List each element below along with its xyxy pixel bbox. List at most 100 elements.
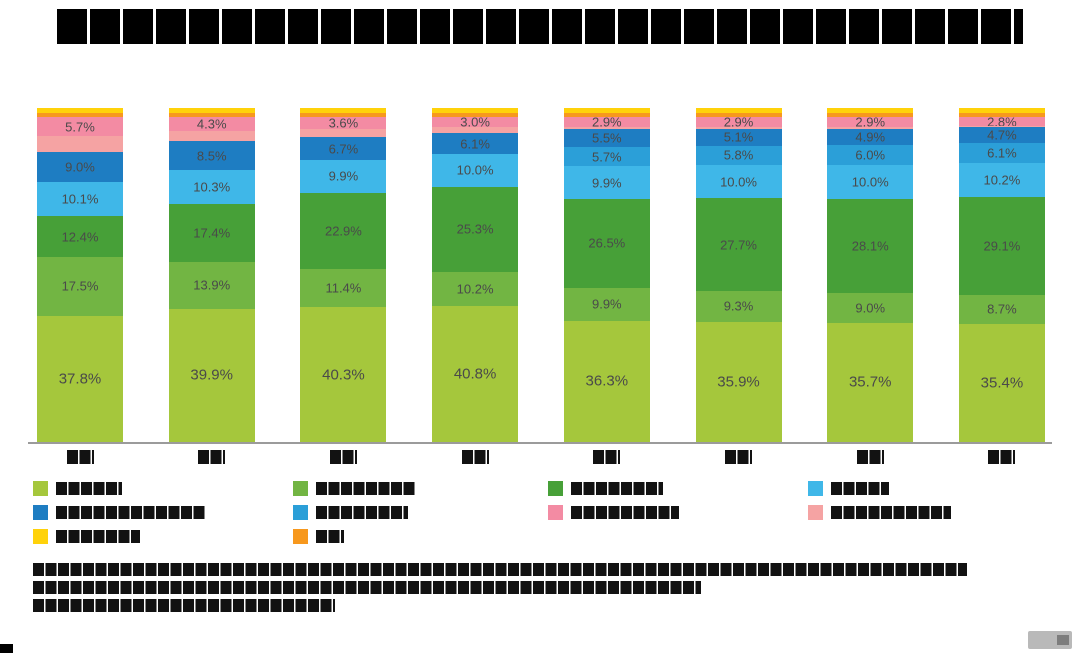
segment-value-label: 3.6% <box>328 115 359 131</box>
legend-swatch-cyan <box>808 481 823 496</box>
segment-value-label: 40.8% <box>453 365 497 383</box>
legend-swatch-orange <box>293 529 308 544</box>
segment-value-label: 8.5% <box>196 148 227 164</box>
segment-medgreen: 10.2% <box>432 271 519 306</box>
segment-salmon <box>432 127 519 134</box>
x-tick-1 <box>37 450 123 464</box>
legend-item-lightgreen <box>33 480 293 497</box>
corner-mark <box>0 644 13 653</box>
segment-value-label: 17.5% <box>61 278 99 294</box>
x-axis-label-redacted <box>461 450 489 464</box>
segment-value-label: 2.9% <box>723 114 754 130</box>
legend-swatch-darkblue <box>33 505 48 520</box>
watermark-logo <box>1028 631 1072 649</box>
segment-pink: 2.8% <box>958 114 1045 130</box>
segment-medgreen: 13.9% <box>168 262 255 309</box>
segment-value-label: 28.1% <box>851 238 889 254</box>
segment-value-label: 2.8% <box>987 114 1017 130</box>
segment-yellow <box>827 108 914 113</box>
legend-column <box>808 480 951 552</box>
x-tick-4 <box>432 450 518 464</box>
legend-swatch-pink <box>548 505 563 520</box>
legend-item-cyan <box>808 480 951 497</box>
x-tick-3 <box>300 450 386 464</box>
segment-value-label: 10.0% <box>851 174 889 190</box>
segment-darkblue: 4.7% <box>958 127 1045 144</box>
segment-yellow <box>168 108 255 113</box>
segment-yellow <box>300 108 387 113</box>
segment-value-label: 25.3% <box>456 221 494 237</box>
chart-legend <box>33 480 951 552</box>
segment-darkblue: 6.7% <box>300 137 387 160</box>
segment-value-label: 17.4% <box>193 225 231 241</box>
segment-pink: 2.9% <box>827 115 914 128</box>
segment-value-label: 4.3% <box>196 116 227 132</box>
segment-blue2: 5.7% <box>563 147 650 167</box>
segment-darkblue: 9.0% <box>37 152 123 183</box>
segment-value-label: 29.1% <box>983 238 1021 254</box>
bar-column-3: 3.6% 6.7% 9.9% 22.9% 11.4% 40.3% <box>300 108 387 442</box>
legend-swatch-lightgreen <box>33 481 48 496</box>
segment-cyan: 10.0% <box>827 165 914 199</box>
segment-orange <box>300 112 387 117</box>
segment-pink: 2.9% <box>695 114 782 130</box>
segment-darkgreen: 25.3% <box>432 187 519 272</box>
segment-value-label: 35.7% <box>848 373 892 391</box>
segment-value-label: 10.2% <box>456 281 494 297</box>
legend-label-redacted <box>831 506 951 519</box>
legend-swatch-blue2 <box>293 505 308 520</box>
segment-value-label: 5.8% <box>723 147 754 163</box>
x-axis-label-redacted <box>66 450 94 464</box>
segment-value-label: 9.9% <box>591 175 622 191</box>
segment-cyan: 10.0% <box>695 165 782 199</box>
segment-value-label: 9.3% <box>723 298 754 314</box>
legend-column <box>293 480 548 552</box>
segment-cyan: 10.3% <box>168 169 255 205</box>
segment-value-label: 13.9% <box>193 277 231 293</box>
bars-plot-area: 5.7% 9.0% 10.1% 12.4% 17.5% 37.8% 4.3% 8.5% 10.3… <box>37 108 1045 442</box>
footnote-line-redacted <box>33 599 335 612</box>
x-tick-5 <box>564 450 650 464</box>
footnote-line-redacted <box>33 581 701 594</box>
segment-value-label: 10.2% <box>983 172 1021 188</box>
segment-value-label: 27.7% <box>720 237 757 253</box>
segment-value-label: 4.7% <box>987 127 1017 143</box>
segment-value-label: 5.7% <box>65 119 95 135</box>
legend-label-redacted <box>56 530 140 543</box>
x-tick-6 <box>696 450 782 464</box>
segment-value-label: 36.3% <box>585 372 629 390</box>
segment-value-label: 2.9% <box>591 114 622 130</box>
segment-value-label: 39.9% <box>190 366 233 384</box>
segment-darkgreen: 27.7% <box>695 198 782 291</box>
segment-value-label: 5.1% <box>723 129 754 145</box>
source-footnote <box>33 563 967 617</box>
stacked-bar-chart: 5.7% 9.0% 10.1% 12.4% 17.5% 37.8% 4.3% 8.5% 10.3… <box>28 108 1052 444</box>
x-axis-label-redacted <box>988 450 1016 464</box>
bar-column-4: 3.0% 6.1% 10.0% 25.3% 10.2% 40.8% <box>432 108 519 442</box>
legend-item-salmon <box>808 504 951 521</box>
legend-item-pink <box>548 504 808 521</box>
legend-label-redacted <box>571 482 663 495</box>
segment-medgreen: 11.4% <box>300 269 387 308</box>
segment-darkblue: 4.9% <box>827 129 914 146</box>
segment-lightgreen: 40.3% <box>300 307 387 442</box>
watermark-glyph-icon <box>1057 635 1069 645</box>
legend-swatch-darkgreen <box>548 481 563 496</box>
segment-pink: 5.7% <box>37 117 123 137</box>
segment-value-label: 10.3% <box>193 179 231 195</box>
segment-salmon <box>37 136 123 153</box>
segment-value-label: 26.5% <box>588 235 626 251</box>
legend-label-redacted <box>571 506 679 519</box>
x-axis-label-redacted <box>593 450 621 464</box>
legend-item-yellow <box>33 528 293 545</box>
segment-value-label: 6.1% <box>460 136 490 152</box>
segment-blue2: 6.0% <box>827 145 914 166</box>
segment-yellow <box>563 108 650 113</box>
segment-value-label: 5.7% <box>591 149 622 165</box>
segment-cyan: 10.2% <box>958 163 1045 198</box>
legend-swatch-salmon <box>808 505 823 520</box>
segment-orange <box>432 112 519 117</box>
footnote-line-redacted <box>33 563 967 576</box>
x-axis-label-redacted <box>725 450 753 464</box>
segment-darkgreen: 17.4% <box>168 204 255 263</box>
